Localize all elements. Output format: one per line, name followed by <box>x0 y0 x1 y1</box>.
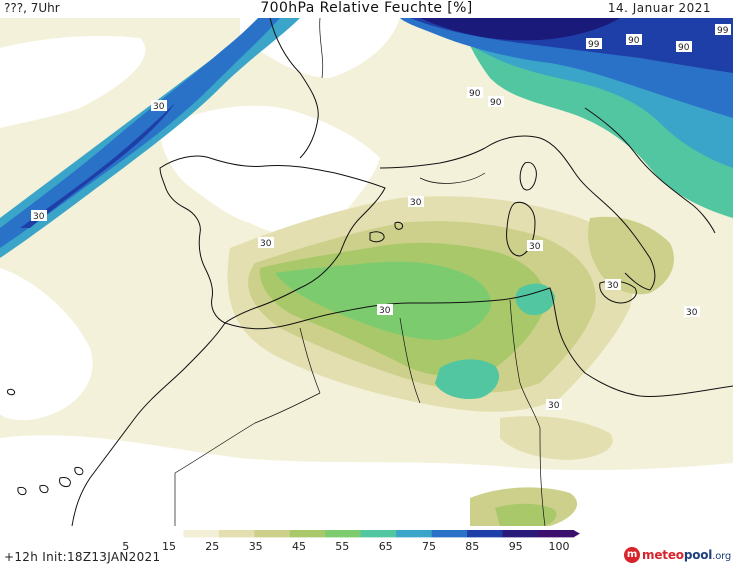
colorbar-segment <box>325 530 362 538</box>
navy-area-northeast <box>420 18 620 41</box>
colorbar-label: 65 <box>378 540 393 553</box>
svg-text:30: 30 <box>548 401 560 411</box>
contour-label-30-iberia: 30 <box>258 237 274 249</box>
colorbar-label: 45 <box>292 540 306 553</box>
coastline-iberia <box>159 155 386 324</box>
coastline-france <box>269 18 486 169</box>
valid-day-label: ???, 7Uhr <box>4 1 60 15</box>
init-time-label: +12h Init:18Z13JAN2021 <box>4 550 161 564</box>
colorbar-labels: 5 15 25 35 45 55 65 75 85 95 100 <box>0 540 733 554</box>
contour-label-30-alboran: 30 <box>377 304 393 316</box>
svg-text:90: 90 <box>469 89 481 99</box>
colorbar-segment <box>218 530 255 538</box>
contour-label-30-sardinia: 30 <box>527 240 543 252</box>
teal-spot-2 <box>515 283 555 316</box>
atlantic-blue-band <box>0 18 280 248</box>
contour-label-90-ligurian: 90 <box>488 96 504 108</box>
colorbar-segment <box>502 530 539 538</box>
svg-text:30: 30 <box>260 239 272 249</box>
colorbar-arrow <box>573 530 580 538</box>
header-bar: ???, 7Uhr 700hPa Relative Feuchte [%] 14… <box>0 0 733 18</box>
colorbar-segment <box>538 530 574 538</box>
olive-patch-east <box>588 216 674 295</box>
colorbar-label: 55 <box>335 540 350 553</box>
logo-brand-pool: pool <box>683 548 713 562</box>
humidity-map: 30 30 30 30 30 30 30 30 30 90 90 90 99 9… <box>0 18 733 526</box>
meteopool-logo[interactable]: m meteopool.org <box>624 546 731 564</box>
meteopool-logo-icon: m <box>624 547 641 563</box>
green-patch-bottom <box>495 503 557 526</box>
svg-text:30: 30 <box>33 212 45 222</box>
colorbar-segment <box>467 530 503 538</box>
coastline-morocco <box>71 322 226 526</box>
logo-brand-meteo: meteo <box>642 548 684 562</box>
svg-text:30: 30 <box>379 306 391 316</box>
colorbar-segment <box>254 530 291 538</box>
contour-label-30-balearic: 30 <box>408 196 424 208</box>
valid-date-label: 14. Januar 2021 <box>607 1 711 15</box>
colorbar-label: 100 <box>548 540 570 553</box>
coastline-balearic <box>369 221 403 243</box>
colorbar-segments <box>148 530 580 538</box>
colorbar-label: 15 <box>162 540 176 553</box>
colorbar-segment <box>148 530 184 538</box>
contour-label-90-balkan: 90 <box>676 41 692 53</box>
contour-label-30-atlantic: 30 <box>151 100 167 112</box>
colorbar-segment <box>396 530 432 538</box>
svg-text:99: 99 <box>717 26 729 36</box>
coastline-canary <box>7 388 84 496</box>
colorbar-label: 35 <box>248 540 263 553</box>
colorbar-segment <box>183 530 220 538</box>
coastline-sardinia <box>506 201 536 257</box>
contour-label-30-sicily: 30 <box>605 279 621 291</box>
logo-text: meteopool.org <box>642 548 731 562</box>
svg-text:90: 90 <box>490 98 502 108</box>
contour-label-30-ionian: 30 <box>684 306 700 318</box>
map-title: 700hPa Relative Feuchte [%] <box>260 0 473 16</box>
contour-label-99-east: 99 <box>715 24 731 36</box>
bright-green-band <box>275 261 491 340</box>
dry-area-west <box>0 268 93 421</box>
svg-text:90: 90 <box>678 43 690 53</box>
colorbar-label: 75 <box>422 540 436 553</box>
svg-text:30: 30 <box>686 308 698 318</box>
colorbar <box>148 530 580 538</box>
colorbar-label: 5 <box>122 540 130 553</box>
tan-patch-south-east <box>500 416 613 460</box>
colorbar-segment <box>289 530 326 538</box>
contour-label-30-west: 30 <box>31 210 47 222</box>
contour-label-90-alps: 90 <box>626 34 642 46</box>
humidity-map-canvas: 30 30 30 30 30 30 30 30 30 90 90 90 99 9… <box>0 18 733 526</box>
svg-text:30: 30 <box>607 281 619 291</box>
coastline-north-africa <box>224 287 733 397</box>
logo-brand-tld: .org <box>712 551 731 562</box>
svg-text:30: 30 <box>529 242 541 252</box>
svg-text:99: 99 <box>588 40 600 50</box>
colorbar-label: 25 <box>205 540 220 553</box>
svg-text:90: 90 <box>628 36 640 46</box>
dry-area-atlantic <box>0 36 146 128</box>
coastline-italy <box>484 107 716 304</box>
dry-area-iberia <box>160 105 380 238</box>
borders <box>174 18 546 526</box>
svg-text:30: 30 <box>153 102 165 112</box>
contour-label-99-alps: 99 <box>586 38 602 50</box>
contour-labels: 30 30 30 30 30 30 30 30 30 90 90 90 99 9… <box>31 24 731 411</box>
coastline-corsica <box>519 161 537 191</box>
colorbar-label: 95 <box>508 540 523 553</box>
footer-bar: 5 15 25 35 45 55 65 75 85 95 100 +12h Init:18Z13JA… <box>0 526 733 566</box>
contour-label-90-genoa: 90 <box>467 87 483 99</box>
colorbar-label: 85 <box>465 540 480 553</box>
teal-spot-1 <box>435 359 500 400</box>
colorbar-segment <box>431 530 468 538</box>
contour-label-30-libya: 30 <box>546 399 562 411</box>
svg-text:30: 30 <box>410 198 422 208</box>
colorbar-segment <box>360 530 397 538</box>
